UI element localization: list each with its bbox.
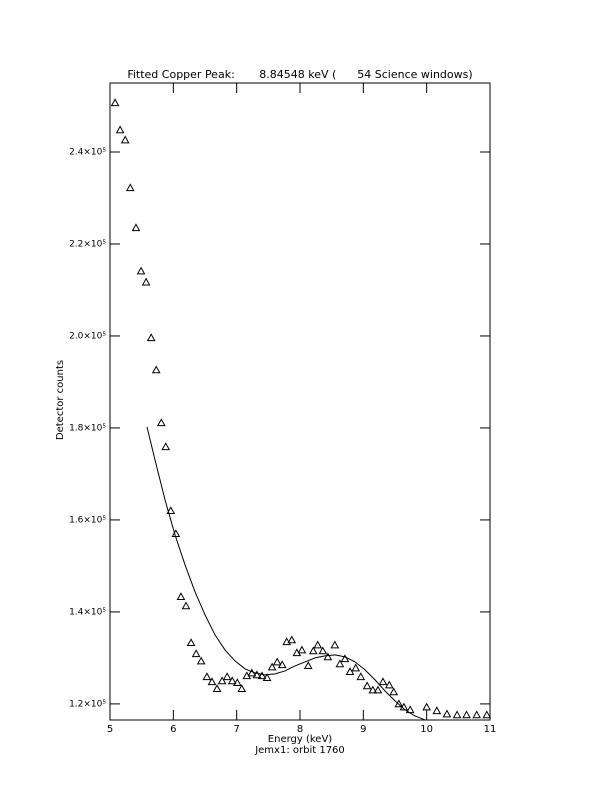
fit-line (146, 426, 426, 721)
data-point (146, 333, 156, 342)
y-tick-label: 1.2×10⁵ (69, 699, 106, 709)
data-point (482, 710, 492, 719)
data-point (442, 709, 452, 718)
data-point (432, 706, 442, 715)
data-point (297, 645, 307, 654)
y-tick-label: 2.0×10⁵ (69, 331, 106, 341)
data-point (161, 442, 171, 451)
data-point (287, 635, 297, 644)
data-point (151, 365, 161, 374)
x-tick-label: 9 (360, 724, 366, 735)
data-point (362, 681, 372, 690)
data-point (318, 646, 328, 655)
data-point (166, 506, 176, 515)
y-tick-label: 1.8×10⁵ (69, 423, 106, 433)
x-tick-label: 6 (170, 724, 176, 735)
data-point (110, 98, 120, 107)
y-tick-label: 2.4×10⁵ (69, 147, 106, 157)
y-axis-label: Detector counts (55, 360, 66, 440)
x-tick-label: 8 (297, 724, 303, 735)
y-tick-label: 1.4×10⁵ (69, 607, 106, 617)
x-axis-label: Energy (keV) (268, 734, 333, 745)
data-point (186, 638, 196, 647)
data-point (330, 640, 340, 649)
data-point (262, 673, 272, 681)
data-point (202, 672, 212, 681)
data-point (176, 592, 186, 601)
data-point (313, 640, 323, 649)
data-point (335, 659, 345, 668)
data-point (120, 135, 130, 144)
data-point (384, 680, 394, 689)
data-point (422, 702, 432, 711)
plot-frame (109, 82, 491, 721)
data-point (462, 710, 471, 719)
chart-title: Fitted Copper Peak: 8.84548 keV ( 54 Sci… (127, 68, 472, 81)
data-point (323, 652, 333, 661)
data-point (308, 646, 318, 655)
data-point (373, 685, 383, 694)
data-point (389, 687, 399, 696)
data-point (227, 676, 237, 685)
data-point (212, 684, 222, 693)
data-point (222, 672, 232, 681)
data-point (452, 710, 462, 719)
data-point (368, 685, 378, 694)
data-point (237, 684, 247, 693)
data-point (378, 677, 388, 686)
data-point (252, 670, 262, 679)
data-point (125, 183, 135, 192)
data-point (303, 661, 313, 670)
data-point (345, 667, 355, 676)
data-point (115, 125, 125, 134)
data-point (340, 654, 350, 663)
x-tick-label: 5 (107, 724, 113, 735)
data-point (207, 677, 217, 686)
data-point (196, 656, 206, 665)
data-point (136, 266, 146, 275)
data-point (232, 678, 242, 687)
chart-subtitle: Jemx1: orbit 1760 (254, 745, 345, 756)
data-point (191, 649, 201, 658)
data-point (156, 418, 166, 427)
data-point (131, 223, 141, 232)
data-point (257, 671, 267, 680)
data-point (267, 662, 277, 671)
y-tick-label: 1.6×10⁵ (69, 515, 106, 525)
data-point (277, 660, 287, 669)
data-point (272, 657, 282, 666)
data-point (217, 676, 227, 685)
x-tick-label: 11 (484, 724, 497, 735)
y-tick-label: 2.2×10⁵ (69, 239, 106, 249)
data-point (351, 663, 361, 672)
data-point (356, 672, 366, 681)
data-point (472, 710, 482, 719)
x-tick-label: 7 (233, 724, 239, 735)
data-point (181, 601, 191, 610)
data-point (171, 529, 181, 538)
x-tick-label: 10 (420, 724, 433, 735)
data-point (141, 277, 151, 286)
data-point (394, 699, 404, 708)
